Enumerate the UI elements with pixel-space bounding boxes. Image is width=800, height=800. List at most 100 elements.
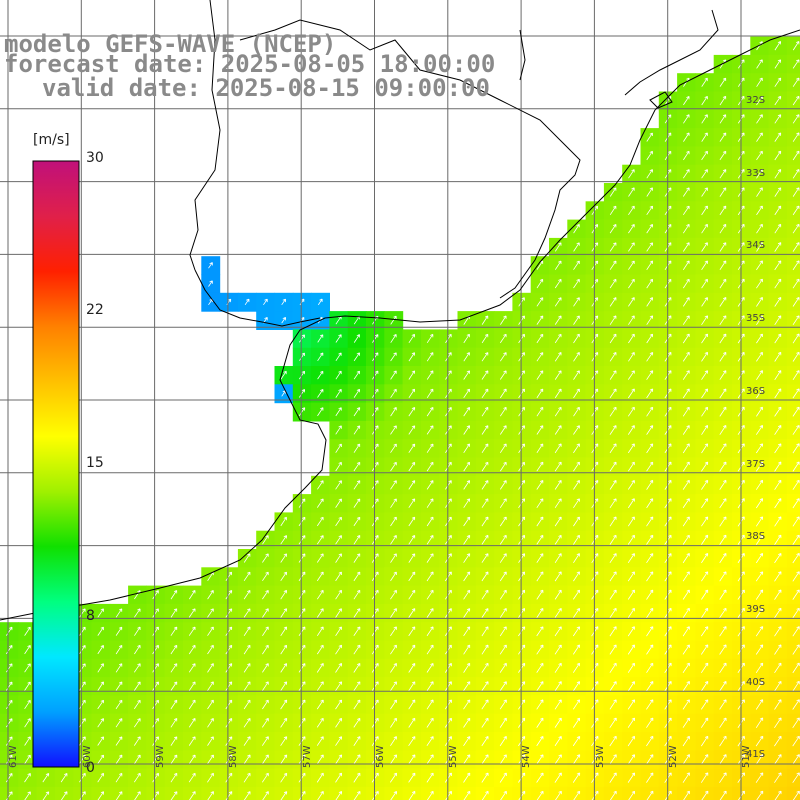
wind-cell [366,311,385,330]
wind-cell [311,750,330,770]
wind-arrow [774,754,782,765]
wind-arrow [646,790,654,800]
wind-arrow [755,534,763,545]
wind-cell [256,585,276,605]
wind-cell [36,768,56,788]
wind-arrow [609,425,617,435]
wind-cell [0,622,19,642]
wind-arrow [371,681,379,692]
wind-cell [420,384,440,404]
wind-cell [420,494,440,513]
wind-cell [786,128,800,147]
wind-arrow [243,718,251,728]
wind-cell [713,384,733,404]
wind-cell [658,128,678,147]
wind-cell [713,603,733,623]
wind-arrow [207,718,214,728]
wind-cell [695,420,715,440]
wind-cell [384,713,404,733]
wind-arrow [500,315,507,325]
wind-arrow [573,224,580,234]
wind-arrow [225,644,233,655]
wind-cell [713,219,733,239]
wind-arrow [262,571,269,582]
wind-arrow [646,735,654,747]
wind-cell [658,457,678,477]
wind-arrow [573,516,580,527]
wind-cell [439,786,459,800]
wind-arrow [463,352,470,362]
wind-arrow [499,571,507,582]
wind-cell [695,494,715,513]
wind-arrow [426,443,434,453]
wind-cell [677,146,696,166]
wind-arrow [755,681,764,692]
wind-arrow [298,699,306,710]
wind-cell [439,384,459,404]
lon-label-51w: 51W [741,745,752,768]
wind-arrow [316,699,324,710]
wind-arrow [646,754,654,765]
wind-cell [384,786,404,800]
wind-cell [384,439,404,459]
wind-cell [109,713,129,733]
wind-cell [768,128,788,147]
wind-arrow [499,352,507,362]
wind-cell [494,713,513,733]
wind-arrow [353,498,361,508]
wind-arrow [408,443,416,453]
wind-cell [183,585,202,605]
wind-cell [585,695,605,715]
wind-arrow [170,754,178,765]
wind-cell [768,402,788,422]
wind-cell [603,713,623,733]
wind-arrow [774,114,782,124]
wind-cell [603,658,623,678]
wind-cell [311,658,330,678]
wind-arrow [298,736,306,746]
wind-cell [366,420,385,440]
wind-arrow [792,388,800,399]
wind-arrow [774,297,782,307]
wind-cell [603,786,623,800]
wind-arrow [481,790,489,800]
wind-cell [585,786,605,800]
wind-cell [640,201,660,221]
wind-cell [750,274,770,294]
wind-arrow [371,608,379,618]
wind-cell [750,622,770,642]
wind-cell [658,237,678,257]
wind-cell [494,658,513,678]
wind-cell [128,640,147,660]
wind-arrow [573,260,580,270]
wind-arrow [463,407,470,417]
wind-arrow [463,553,471,563]
wind-arrow [719,315,727,326]
wind-cell [622,402,642,422]
wind-cell [311,640,330,660]
wind-cell [530,786,550,800]
wind-arrow [572,626,580,637]
wind-cell [658,384,678,404]
wind-arrow [335,736,342,746]
wind-cell [256,768,276,788]
wind-cell [109,768,129,788]
wind-arrow [627,607,635,619]
wind-arrow [646,352,654,362]
wind-arrow [426,461,434,472]
wind-cell [256,603,276,623]
wind-cell [695,91,715,111]
wind-cell [201,695,221,715]
wind-cell [292,622,312,642]
wind-arrow [481,461,489,472]
wind-arrow [463,736,471,747]
wind-arrow [554,406,562,417]
wind-arrow [646,461,654,472]
wind-arrow [243,608,251,618]
wind-cell [475,603,495,623]
wind-arrow [426,425,434,435]
lon-label-58w: 58W [228,745,239,768]
wind-cell [567,329,587,349]
wind-cell [457,439,477,459]
